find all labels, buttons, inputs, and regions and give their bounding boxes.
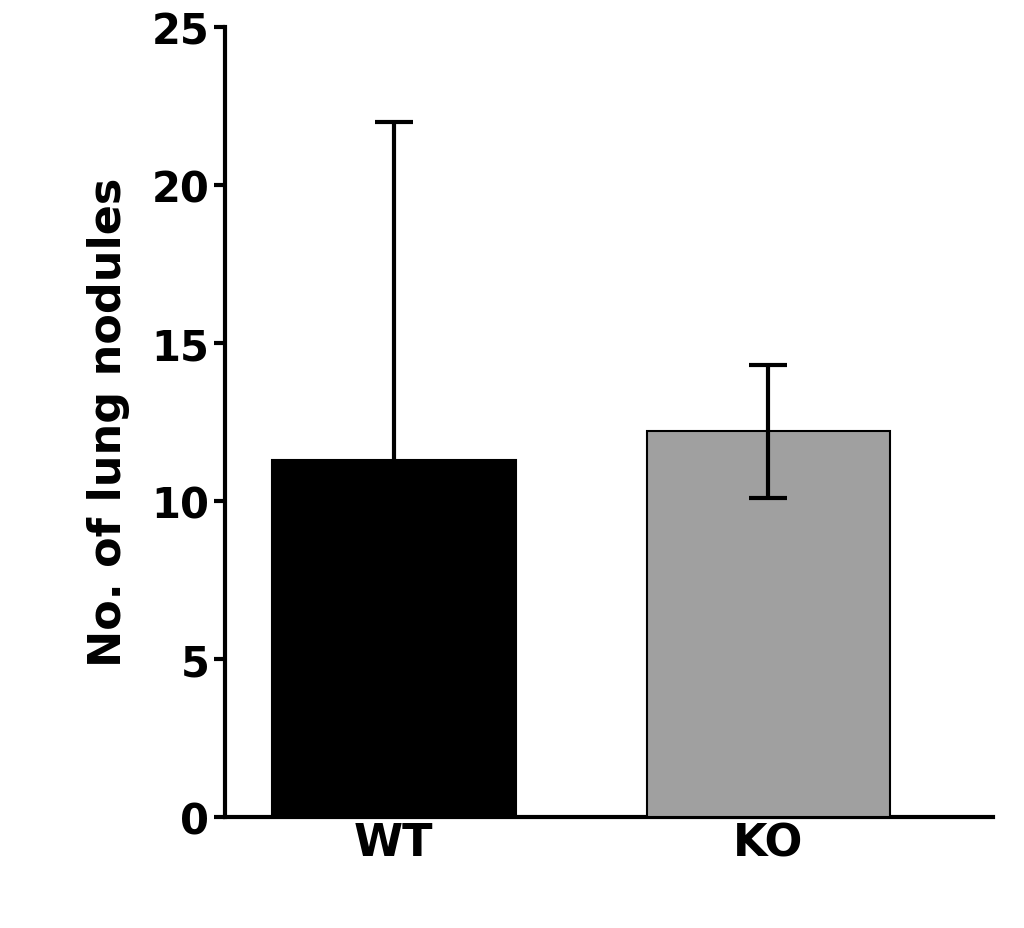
- Y-axis label: No. of lung nodules: No. of lung nodules: [87, 178, 130, 666]
- Bar: [272, 460, 516, 817]
- Bar: [647, 432, 890, 817]
